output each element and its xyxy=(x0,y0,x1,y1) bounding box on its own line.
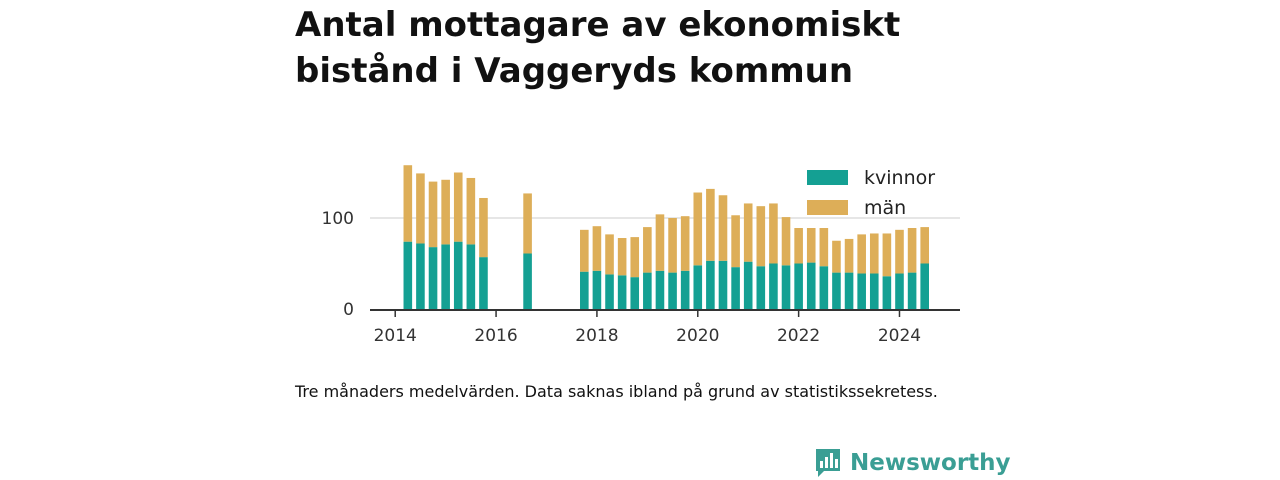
bar-kvinnor xyxy=(756,266,766,309)
legend: kvinnor män xyxy=(807,167,935,219)
bar-kvinnor xyxy=(580,271,589,309)
bar-kvinnor xyxy=(441,244,450,309)
bar-kvinnor xyxy=(895,273,904,309)
bar-man xyxy=(882,233,892,277)
bar-man xyxy=(605,234,614,275)
bar-man xyxy=(756,206,766,267)
bar-man xyxy=(466,177,476,245)
bar-kvinnor xyxy=(731,267,740,309)
bar-man xyxy=(819,228,829,267)
bar-kvinnor xyxy=(605,274,614,309)
bar-kvinnor xyxy=(794,263,803,309)
bar-kvinnor xyxy=(617,275,627,309)
bar-kvinnor xyxy=(403,241,413,309)
x-tick-label: 2022 xyxy=(777,326,820,346)
y-tick-label: 0 xyxy=(343,300,354,320)
bar-man xyxy=(453,172,463,242)
bar-kvinnor xyxy=(680,270,690,309)
x-tick-label: 2020 xyxy=(676,326,719,346)
bars xyxy=(403,165,930,309)
newsworthy-logo-icon xyxy=(816,449,840,477)
bar-man xyxy=(630,237,640,278)
bar-kvinnor xyxy=(882,276,892,309)
bar-kvinnor xyxy=(920,263,930,309)
bar-man xyxy=(403,165,413,242)
bar-kvinnor xyxy=(857,273,866,309)
bar-man xyxy=(643,227,652,273)
bar-man xyxy=(832,240,841,273)
bar-man xyxy=(731,215,740,268)
bar-man xyxy=(869,233,879,274)
bar-man xyxy=(428,181,438,248)
bar-kvinnor xyxy=(643,272,652,309)
legend-swatch-0 xyxy=(807,170,848,185)
brand-name: Newsworthy xyxy=(850,450,1011,476)
bar-kvinnor xyxy=(466,244,476,309)
bar-man xyxy=(857,234,866,274)
bar-kvinnor xyxy=(781,265,791,309)
bar-kvinnor xyxy=(416,243,425,309)
bar-man xyxy=(920,227,930,264)
bar-kvinnor xyxy=(706,260,715,309)
legend-swatch-1 xyxy=(807,200,848,215)
bar-man xyxy=(895,229,904,274)
bar-man xyxy=(743,203,753,262)
bar-man xyxy=(806,228,816,263)
bar-man xyxy=(592,226,602,271)
chart-caption: Tre månaders medelvärden. Data saknas ib… xyxy=(295,382,938,401)
x-tick-label: 2024 xyxy=(878,326,921,346)
bar-kvinnor xyxy=(844,272,854,309)
bar-man xyxy=(718,195,728,261)
bar-kvinnor xyxy=(479,257,488,309)
bar-man xyxy=(441,179,450,245)
bar-man xyxy=(580,229,589,272)
bar-kvinnor xyxy=(693,265,703,309)
chart-title: Antal mottagare av ekonomiskt bistånd i … xyxy=(295,5,901,91)
bar-man xyxy=(769,203,778,264)
bar-man xyxy=(781,217,791,266)
bar-kvinnor xyxy=(668,272,677,309)
bar-kvinnor xyxy=(819,266,829,309)
bar-man xyxy=(416,173,425,244)
bar-kvinnor xyxy=(806,262,816,309)
bar-kvinnor xyxy=(718,260,728,309)
bar-man xyxy=(668,218,677,273)
bar-man xyxy=(523,193,532,254)
bar-kvinnor xyxy=(428,247,438,309)
bar-man xyxy=(680,216,690,271)
bar-man xyxy=(655,214,665,271)
bar-kvinnor xyxy=(869,273,879,309)
y-tick-label: 100 xyxy=(322,209,354,229)
axes: 0 100 2014 2016 2018 2020 2022 2024 xyxy=(322,209,960,346)
brand-logo[interactable]: Newsworthy xyxy=(814,446,1011,480)
bar-man xyxy=(693,192,703,266)
bar-kvinnor xyxy=(453,241,463,309)
bar-kvinnor xyxy=(592,270,602,309)
legend-label-1: män xyxy=(864,197,906,219)
bar-man xyxy=(479,197,488,258)
bar-kvinnor xyxy=(523,253,532,309)
bar-kvinnor xyxy=(769,263,778,309)
bar-man xyxy=(617,238,627,276)
bar-kvinnor xyxy=(907,272,917,309)
bar-kvinnor xyxy=(743,261,753,309)
bar-man xyxy=(907,228,917,273)
bar-man xyxy=(794,228,803,264)
bar-man xyxy=(706,188,715,261)
legend-label-0: kvinnor xyxy=(864,167,935,189)
bar-kvinnor xyxy=(832,272,841,309)
x-tick-label: 2018 xyxy=(575,326,618,346)
x-tick-label: 2016 xyxy=(474,326,517,346)
bar-kvinnor xyxy=(630,277,640,309)
bar-man xyxy=(844,238,854,273)
x-tick-label: 2014 xyxy=(374,326,417,346)
bar-kvinnor xyxy=(655,270,665,309)
